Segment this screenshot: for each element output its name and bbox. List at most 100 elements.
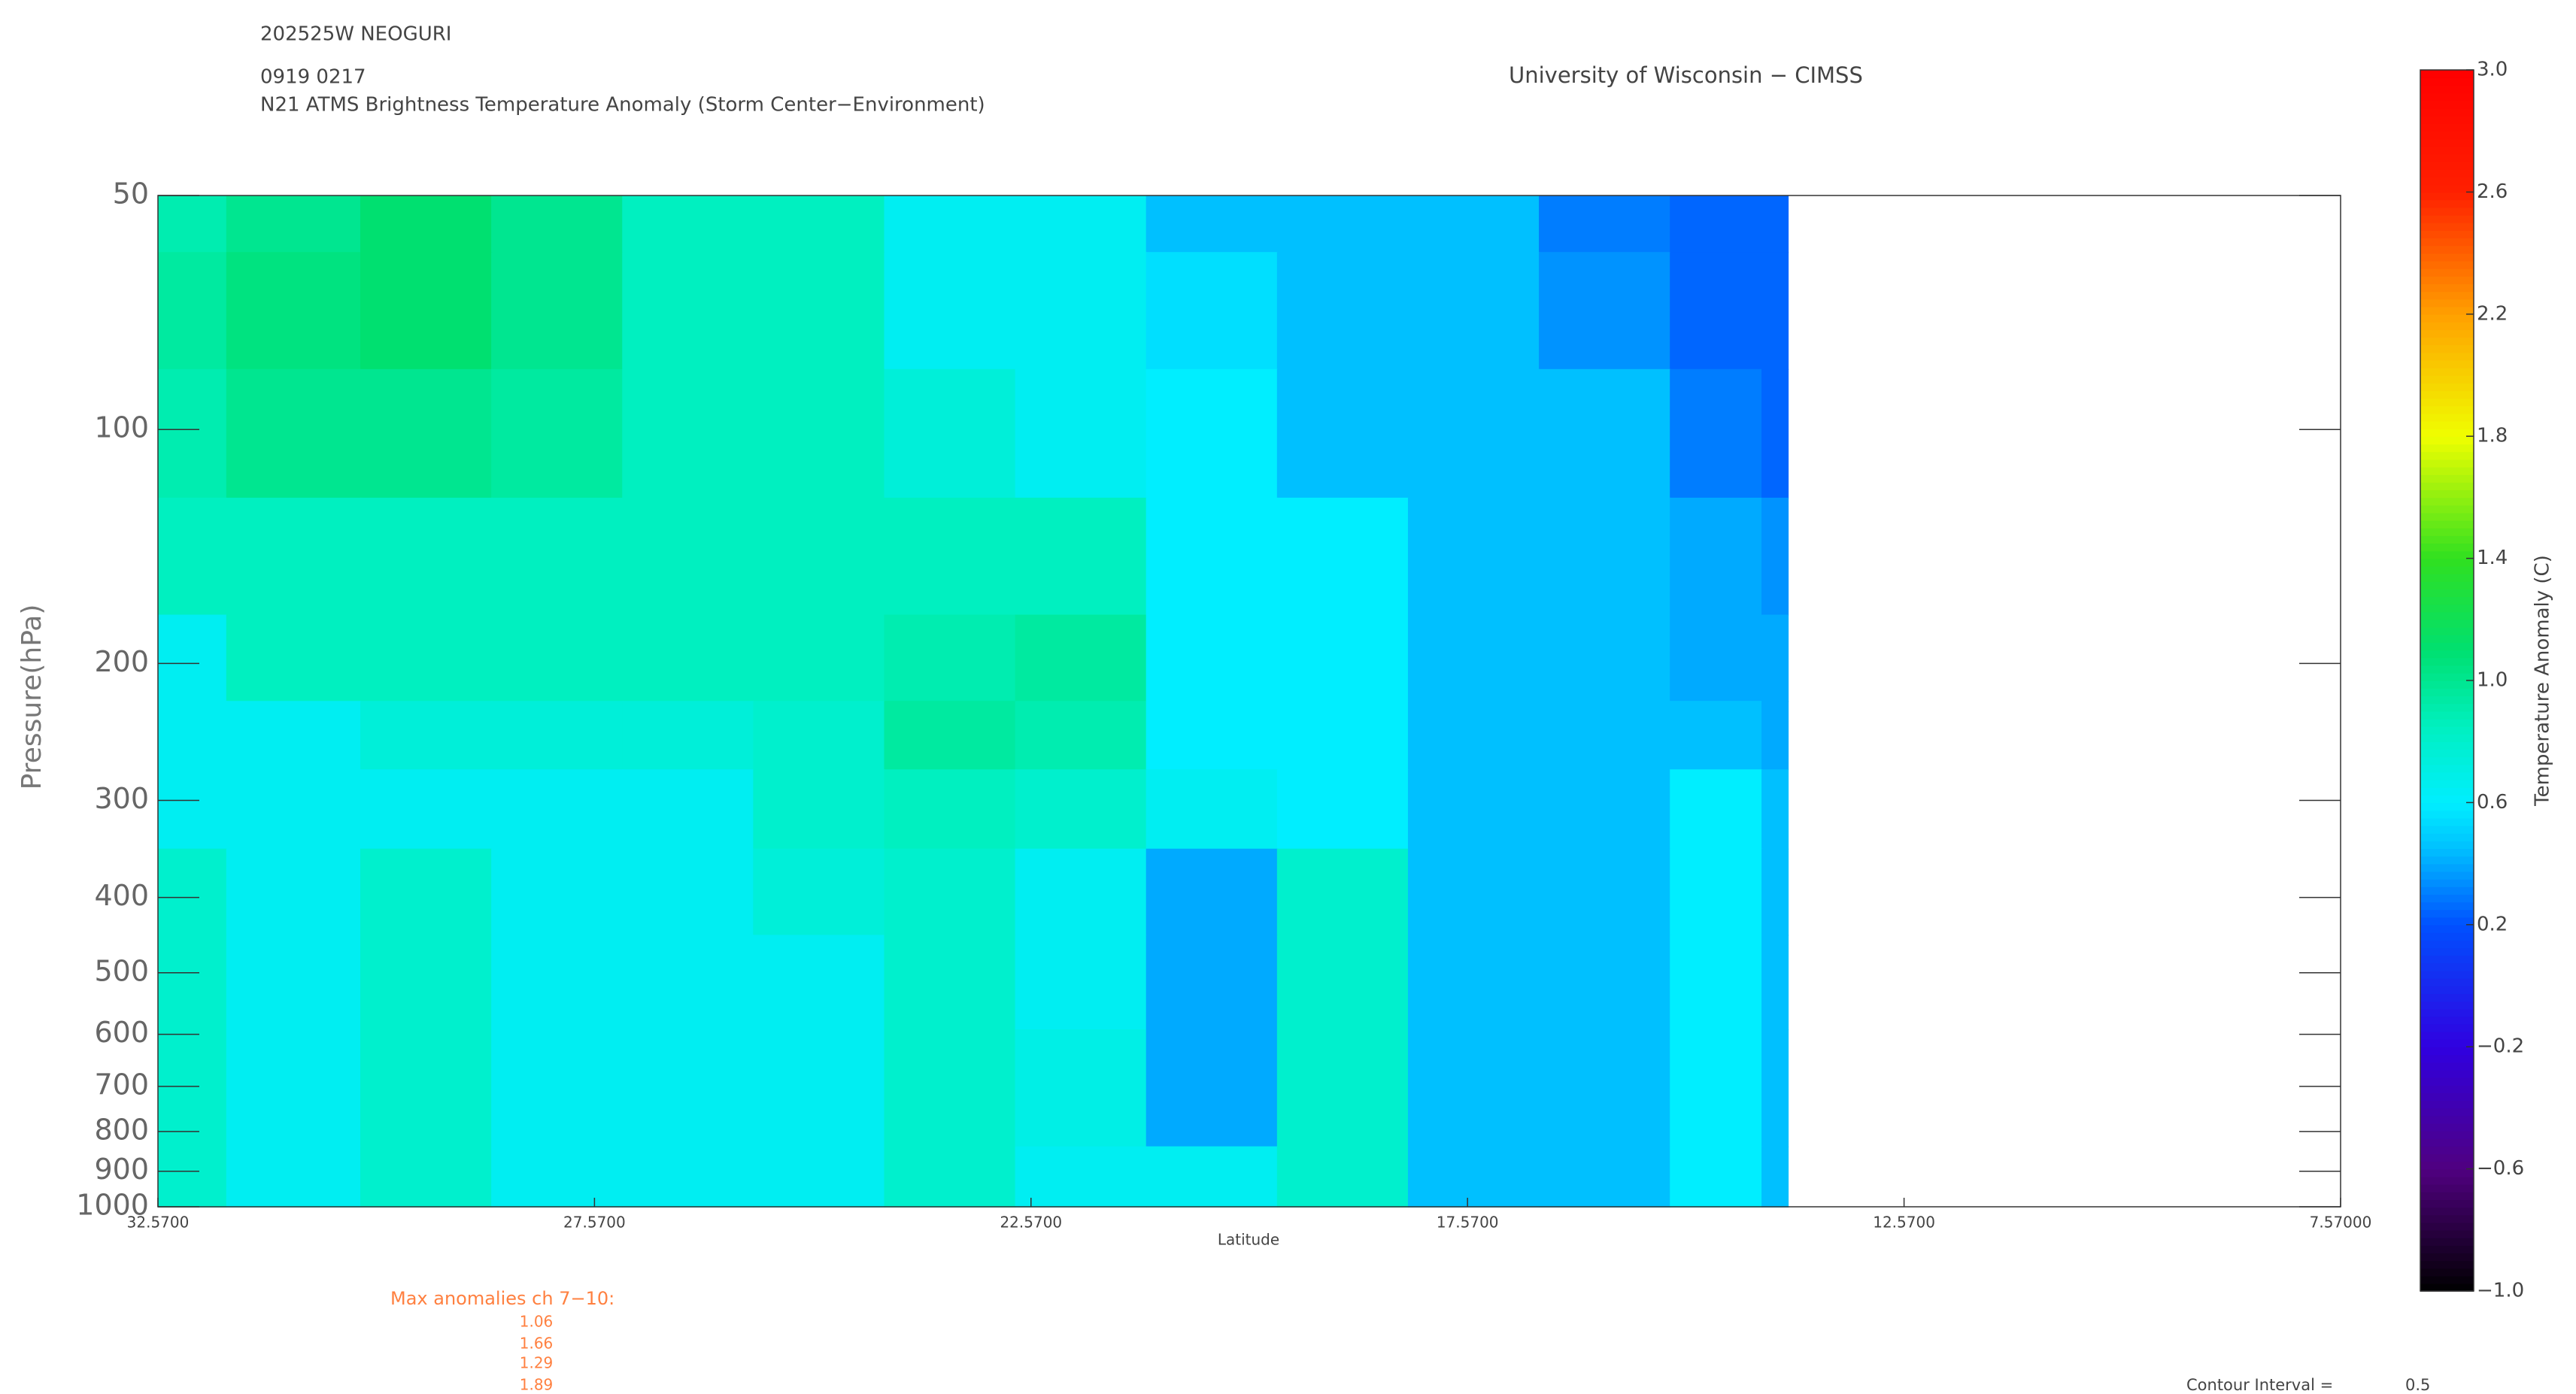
colorbar-tick-label: 1.0 [2477,669,2508,692]
colorbar-swatch [2420,199,2474,208]
storm-id: 202525W NEOGURI [260,23,451,46]
field-cell [1670,769,1763,850]
field-cell [157,935,228,1031]
colorbar-swatch [2420,1123,2474,1132]
colorbar-swatch [2420,230,2474,239]
field-cell [1407,769,1540,850]
colorbar-swatch [2420,352,2474,361]
field-cell [226,848,362,936]
colorbar-swatch [2420,940,2474,949]
x-tick-label: 22.5700 [1000,1214,1062,1232]
field-cell [360,1029,493,1147]
field-cell [884,769,1016,850]
colorbar-swatch [2420,635,2474,644]
field-cell [1670,195,1763,253]
max-anomalies-title: Max anomalies ch 7−10: [390,1288,614,1309]
colorbar-swatch [2420,146,2474,155]
colorbar-swatch [2420,253,2474,262]
colorbar-swatch [2420,359,2474,368]
field-cell [1015,848,1147,936]
field-cell [1145,368,1279,499]
y-axis-label: Pressure(hPa) [17,605,47,790]
field-cell [1761,935,1789,1031]
field-cell [157,1029,228,1147]
colorbar-swatch [2420,85,2474,94]
colorbar-swatch [2420,703,2474,712]
colorbar-tick-label: 3.0 [2477,59,2508,81]
colorbar-swatch [2420,596,2474,605]
colorbar-swatch [2420,1016,2474,1025]
field-cell [884,1146,1016,1208]
field-cell [1539,252,1671,371]
colorbar-tick-label: 0.2 [2477,913,2508,935]
field-cell [1761,497,1789,616]
colorbar-swatch [2420,970,2474,979]
colorbar-swatch [2420,565,2474,574]
date-time: 0919 0217 [260,66,366,89]
field-cell [753,1146,885,1208]
colorbar-swatch [2420,451,2474,460]
colorbar-swatch [2420,1047,2474,1056]
field-cell [1276,935,1409,1031]
colorbar-swatch [2420,413,2474,422]
colorbar-swatch [2420,573,2474,582]
colorbar-swatch [2420,955,2474,964]
colorbar-swatch [2420,795,2474,804]
x-tick-label: 32.5700 [127,1214,190,1232]
field-cell [1539,935,1671,1031]
colorbar-swatch [2420,756,2474,765]
field-cell [1761,252,1789,371]
field-cell [360,368,493,499]
x-tick-label: 7.57000 [2310,1214,2372,1232]
colorbar-swatch [2420,383,2474,392]
colorbar-swatch [2420,1146,2474,1155]
colorbar-swatch [2420,268,2474,277]
colorbar-tick-label: −0.6 [2477,1157,2524,1180]
field-cell [1407,195,1540,253]
field-cell [491,195,624,253]
field-cell [1670,1029,1763,1147]
colorbar-swatch [2420,238,2474,247]
field-cell [884,497,1016,616]
field-cell [491,701,624,771]
field-cell [360,497,493,616]
colorbar-swatch [2420,657,2474,666]
field-cell [1539,769,1671,850]
colorbar-swatch [2420,1253,2474,1262]
max-anomaly-value: 1.66 [520,1335,554,1353]
field-cell [1407,848,1540,936]
max-anomaly-value: 1.29 [520,1354,554,1372]
colorbar-swatch [2420,650,2474,659]
field-cell [226,614,362,702]
colorbar-swatch [2420,1023,2474,1032]
field-cell [1276,1146,1409,1208]
colorbar-swatch [2420,917,2474,926]
colorbar-swatch [2420,1115,2474,1124]
colorbar-swatch [2420,672,2474,681]
field-cell [884,701,1016,771]
colorbar-swatch [2420,1229,2474,1238]
field-cell [1145,1029,1279,1147]
colorbar-swatch [2420,1245,2474,1254]
colorbar-swatch [2420,787,2474,796]
field-cell [157,701,228,771]
colorbar-swatch [2420,131,2474,140]
colorbar-swatch [2420,581,2474,589]
field-cell [226,368,362,499]
field-cell [884,195,1016,253]
field-cell [1670,368,1763,499]
colorbar-tick-label: 1.4 [2477,547,2508,569]
field-cell [753,769,885,850]
colorbar-swatch [2420,1268,2474,1277]
colorbar-swatch [2420,902,2474,911]
colorbar-swatch [2420,306,2474,315]
field-cell [622,1029,754,1147]
colorbar-swatch [2420,1161,2474,1170]
colorbar-swatch [2420,1100,2474,1109]
colorbar-swatch [2420,924,2474,933]
field-cell [753,614,885,702]
colorbar-swatch [2420,260,2474,269]
field-cell [1539,497,1671,616]
colorbar-swatch [2420,841,2474,850]
colorbar-swatch [2420,695,2474,705]
